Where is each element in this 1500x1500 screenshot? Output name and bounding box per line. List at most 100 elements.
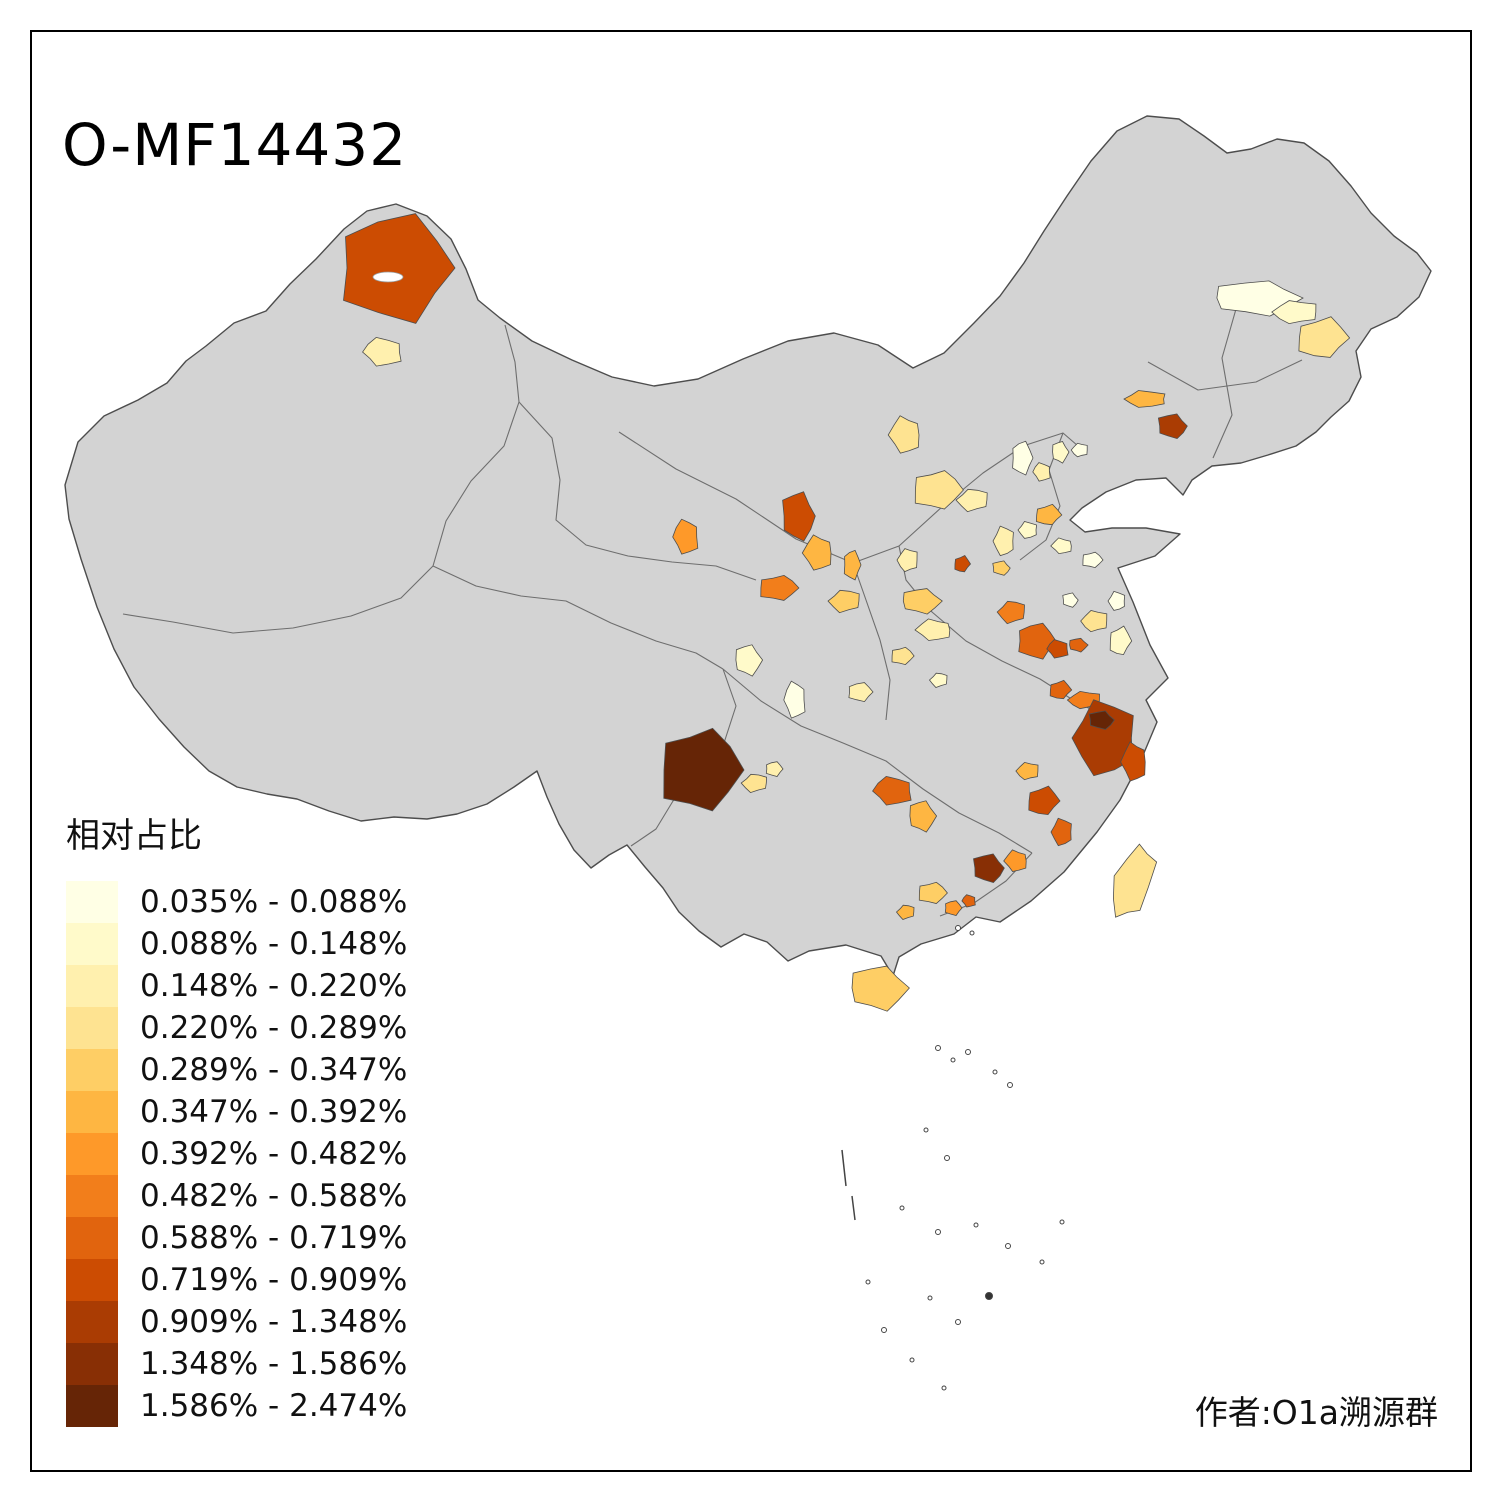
map-region — [895, 904, 915, 920]
legend-item: 0.088% - 0.148% — [66, 923, 407, 965]
map-region — [343, 213, 456, 324]
map-region — [760, 574, 800, 601]
map-region — [896, 548, 918, 573]
map-region — [955, 488, 988, 513]
map-region — [1035, 503, 1063, 526]
legend-swatch — [66, 1217, 118, 1259]
map-region — [1012, 440, 1034, 476]
map-region — [362, 336, 402, 367]
map-region — [1018, 622, 1057, 660]
legend-item: 0.588% - 0.719% — [66, 1217, 407, 1259]
map-region — [843, 549, 862, 581]
map-region — [1046, 639, 1069, 659]
lake — [372, 271, 404, 283]
legend-swatch — [66, 965, 118, 1007]
plot-frame — [30, 30, 1472, 1472]
legend-label: 0.588% - 0.719% — [140, 1220, 408, 1256]
map-region — [1109, 625, 1133, 656]
legend-swatch — [66, 1259, 118, 1301]
map-region — [1271, 300, 1317, 325]
map-region — [1120, 741, 1146, 782]
map-region — [887, 415, 920, 454]
legend-swatch — [66, 1343, 118, 1385]
legend-item: 0.347% - 0.392% — [66, 1091, 407, 1133]
legend-swatch — [66, 1091, 118, 1133]
legend-item: 0.148% - 0.220% — [66, 965, 407, 1007]
map-region — [1052, 441, 1070, 464]
map-region — [1071, 699, 1134, 777]
legend-item: 0.035% - 0.088% — [66, 881, 407, 923]
legend-item: 0.482% - 0.588% — [66, 1175, 407, 1217]
map-region — [944, 900, 963, 916]
map-region — [891, 646, 915, 666]
legend-label: 0.347% - 0.392% — [140, 1094, 408, 1130]
legend-label: 0.148% - 0.220% — [140, 968, 408, 1004]
map-region — [1298, 316, 1351, 358]
legend-swatch — [66, 923, 118, 965]
map-region — [992, 560, 1011, 576]
legend-item: 1.348% - 1.586% — [66, 1343, 407, 1385]
map-region — [801, 534, 832, 571]
legend-label: 0.719% - 0.909% — [140, 1262, 408, 1298]
map-region — [1080, 610, 1108, 633]
legend-item: 0.220% - 0.289% — [66, 1007, 407, 1049]
map-region — [1123, 390, 1166, 408]
map-region — [902, 588, 943, 615]
map-region — [954, 554, 971, 573]
legend-swatch — [66, 1133, 118, 1175]
legend-label: 0.220% - 0.289% — [140, 1010, 408, 1046]
legend-swatch — [66, 1301, 118, 1343]
map-region — [872, 775, 912, 806]
map-region — [914, 618, 951, 641]
map-region — [1157, 413, 1188, 440]
legend-item: 0.719% - 0.909% — [66, 1259, 407, 1301]
page-title: O-MF14432 — [62, 110, 408, 179]
map-region — [1050, 537, 1072, 555]
legend-swatch — [66, 1007, 118, 1049]
map-region — [851, 965, 910, 1012]
legend-label: 0.909% - 1.348% — [140, 1304, 408, 1340]
map-region — [782, 491, 816, 542]
map-region — [1088, 710, 1115, 730]
map-region — [740, 773, 768, 794]
map-region — [1028, 785, 1061, 816]
map-region — [918, 881, 948, 904]
legend-label: 0.289% - 0.347% — [140, 1052, 408, 1088]
legend-label: 1.348% - 1.586% — [140, 1346, 408, 1382]
map-region — [992, 525, 1014, 557]
map-region — [973, 853, 1005, 884]
legend-label: 0.392% - 0.482% — [140, 1136, 408, 1172]
map-region — [672, 518, 699, 555]
legend-item: 0.909% - 1.348% — [66, 1301, 407, 1343]
map-region — [848, 682, 874, 703]
legend-swatch — [66, 881, 118, 923]
map-region — [961, 894, 976, 908]
legend-swatch — [66, 1385, 118, 1427]
map-region — [1070, 442, 1088, 458]
legend-item: 1.586% - 2.474% — [66, 1385, 407, 1427]
map-region — [1082, 551, 1104, 569]
map-region — [1107, 590, 1126, 611]
map-region — [783, 680, 806, 719]
legend-items: 0.035% - 0.088% 0.088% - 0.148% 0.148% - 0… — [66, 881, 407, 1427]
map-region — [996, 600, 1025, 625]
map-region — [1003, 849, 1027, 872]
legend: 相对占比 0.035% - 0.088% 0.088% - 0.148% 0.148… — [66, 808, 407, 1427]
legend-label: 0.482% - 0.588% — [140, 1178, 408, 1214]
colored-regions-layer — [343, 213, 1351, 1012]
map-region — [928, 672, 948, 688]
map-region — [914, 470, 964, 510]
map-region — [1049, 679, 1073, 700]
legend-item: 0.392% - 0.482% — [66, 1133, 407, 1175]
map-region — [1112, 843, 1158, 918]
map-region — [1017, 521, 1038, 539]
map-region — [1015, 761, 1039, 781]
attribution-text: 作者:O1a溯源群 — [1194, 1393, 1438, 1432]
map-region — [735, 644, 764, 677]
map-region — [827, 589, 860, 614]
legend-label: 1.586% - 2.474% — [140, 1388, 408, 1424]
map-region — [1032, 462, 1051, 482]
legend-item: 0.289% - 0.347% — [66, 1049, 407, 1091]
map-region — [1069, 637, 1089, 653]
